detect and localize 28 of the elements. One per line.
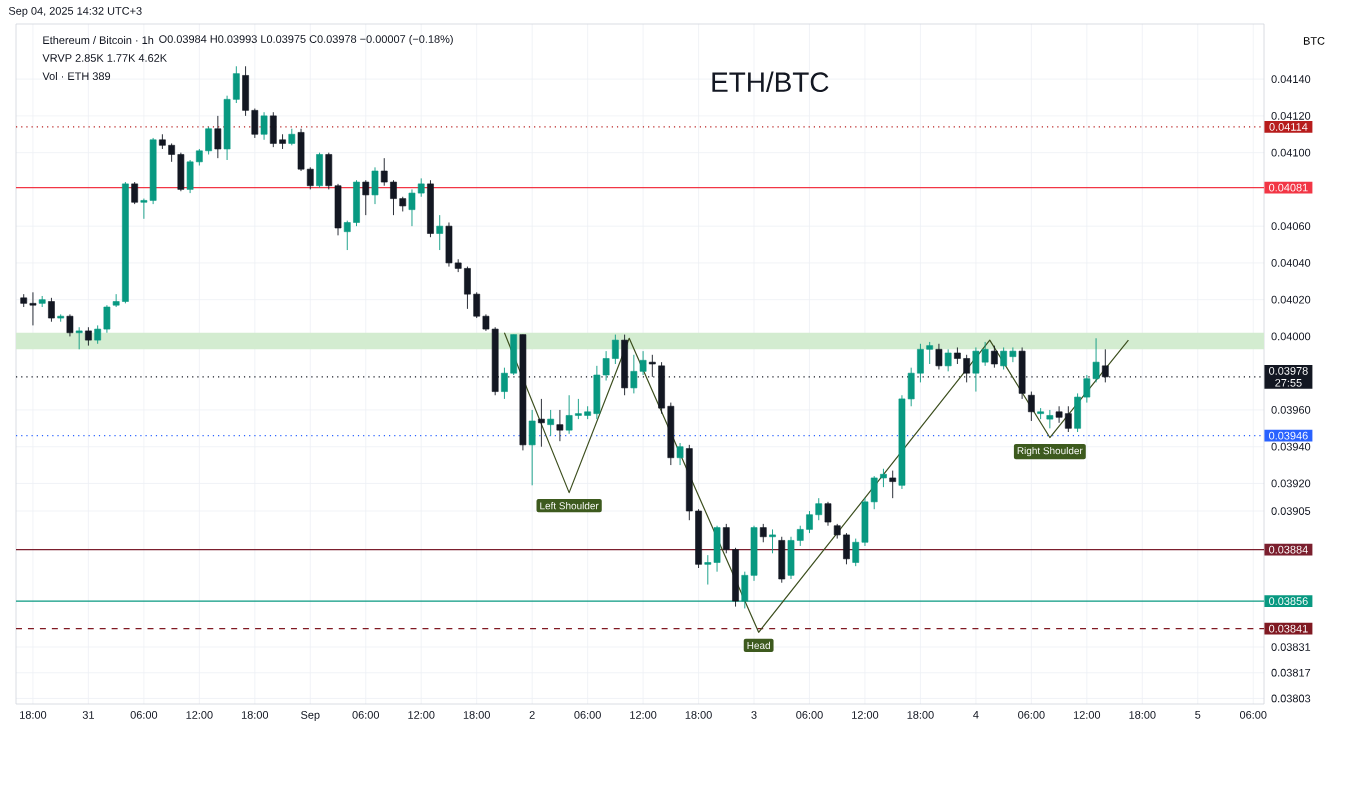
candlestick bbox=[436, 214, 444, 251]
candlestick bbox=[371, 166, 379, 205]
candlestick bbox=[538, 398, 545, 448]
candlestick bbox=[131, 181, 138, 205]
candlestick bbox=[769, 528, 776, 554]
candlestick bbox=[889, 470, 897, 499]
candlestick bbox=[547, 409, 554, 437]
candlestick bbox=[935, 343, 943, 370]
line-series bbox=[503, 332, 1130, 633]
candlestick bbox=[85, 326, 92, 347]
candlestick bbox=[75, 326, 83, 350]
candlestick bbox=[1028, 391, 1035, 422]
candlestick bbox=[556, 409, 564, 442]
candlestick bbox=[1046, 409, 1054, 429]
candlestick bbox=[66, 313, 74, 337]
candlestick bbox=[991, 345, 998, 369]
candlestick bbox=[362, 179, 370, 216]
candlestick bbox=[48, 297, 55, 323]
candlestick bbox=[676, 442, 684, 466]
candlestick bbox=[316, 152, 323, 189]
candlestick bbox=[528, 409, 536, 486]
candlestick bbox=[214, 115, 222, 159]
candlestick bbox=[260, 111, 268, 141]
candlestick bbox=[944, 348, 952, 372]
candlestick bbox=[778, 536, 786, 584]
candlestick bbox=[824, 501, 832, 527]
candlestick bbox=[759, 523, 767, 543]
text: ETH/BTC bbox=[712, 71, 829, 93]
